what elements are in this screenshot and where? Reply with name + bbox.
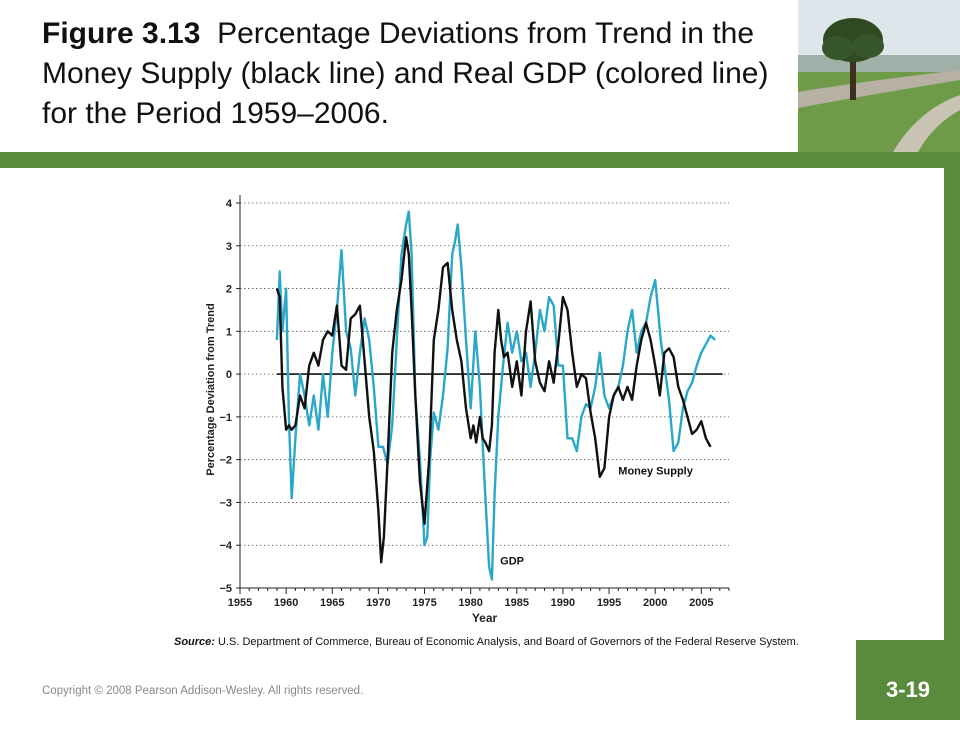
x-tick-label: 1985 bbox=[505, 597, 529, 609]
green-corner-block bbox=[856, 640, 960, 720]
y-tick-label: 0 bbox=[226, 369, 232, 381]
series-line-gdp bbox=[275, 210, 717, 581]
slide-title: Figure 3.13 Percentage Deviations from T… bbox=[42, 14, 782, 134]
title-area: Figure 3.13 Percentage Deviations from T… bbox=[0, 0, 798, 152]
slide-number: 3-19 bbox=[885, 677, 931, 702]
source-note: Source: U.S. Department of Commerce, Bur… bbox=[174, 636, 854, 649]
x-tick-label: 1970 bbox=[366, 597, 390, 609]
x-tick-label: 2005 bbox=[689, 597, 713, 609]
figure-title-text: Percentage Deviations from Trend in the … bbox=[42, 17, 769, 130]
y-tick-label: 2 bbox=[226, 284, 232, 296]
y-tick-label: −4 bbox=[219, 540, 232, 552]
y-tick-label: 3 bbox=[226, 241, 232, 253]
chart-svg: 4 3 2 1 0 −1 −2 −3 −4 −5 1955 1960 1965 1970 1975 1980 1… bbox=[205, 195, 730, 625]
x-tick-label: 1960 bbox=[274, 597, 298, 609]
x-tick-label: 1980 bbox=[458, 597, 482, 609]
copyright: Copyright © 2008 Pearson Addison-Wesley.… bbox=[42, 685, 364, 697]
y-tick-label: −5 bbox=[219, 583, 232, 595]
y-tick-label: 1 bbox=[226, 326, 232, 338]
source-label: Source: bbox=[174, 636, 215, 648]
y-tick-label: 4 bbox=[226, 198, 233, 210]
source-text: U.S. Department of Commerce, Bureau of E… bbox=[218, 636, 799, 648]
landscape-photo bbox=[798, 0, 960, 152]
x-tick-label: 1965 bbox=[320, 597, 344, 609]
annotation-money-supply: Money Supply bbox=[618, 466, 693, 478]
x-axis-label: Year bbox=[472, 611, 498, 625]
y-tick-label: −1 bbox=[219, 412, 232, 424]
x-tick-label: 1990 bbox=[551, 597, 575, 609]
annotation-gdp: GDP bbox=[500, 555, 524, 567]
green-side-band bbox=[944, 152, 960, 640]
y-axis-label: Percentage Deviation from Trend bbox=[205, 303, 217, 475]
series-line-money-supply bbox=[275, 236, 712, 564]
figure-label: Figure 3.13 bbox=[42, 17, 201, 50]
x-tick-label: 1975 bbox=[412, 597, 436, 609]
x-tick-label: 1955 bbox=[228, 597, 252, 609]
y-tick-label: −3 bbox=[219, 497, 232, 509]
y-tick-label: −2 bbox=[219, 455, 232, 467]
x-tick-label: 2000 bbox=[643, 597, 667, 609]
green-header-band bbox=[0, 152, 960, 168]
chart: 4 3 2 1 0 −1 −2 −3 −4 −5 1955 1960 1965 1970 1975 1980 1… bbox=[196, 178, 756, 633]
x-tick-label: 1995 bbox=[597, 597, 621, 609]
